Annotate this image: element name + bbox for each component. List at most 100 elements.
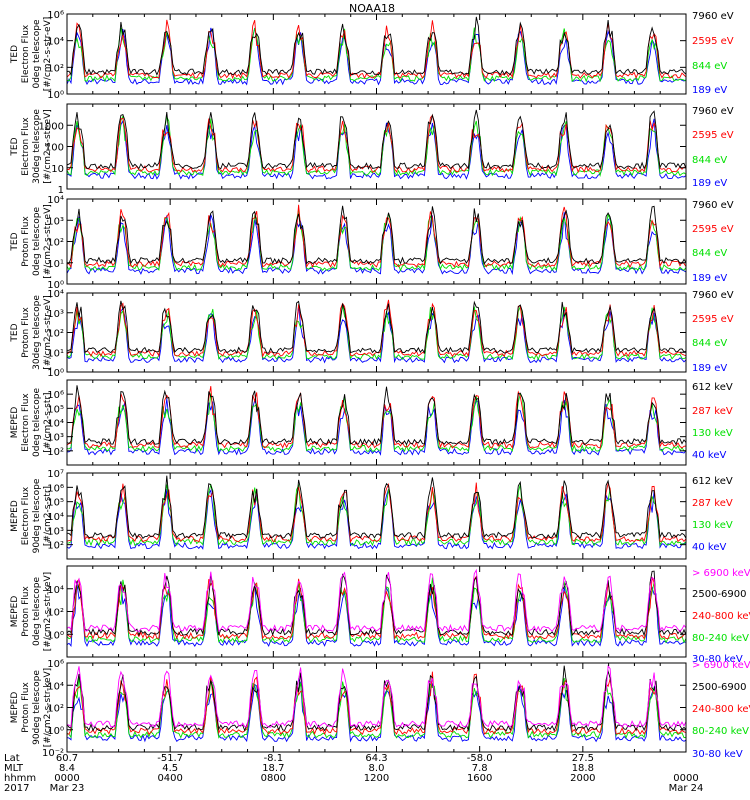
y-axis-label-line: 90deg telescope	[32, 478, 42, 553]
panel-8: MEPED Proton Flux 90deg telescope [#/cm2-s-…	[10, 659, 750, 760]
series-trace-0	[67, 109, 686, 170]
series-trace-2	[67, 305, 686, 361]
y-tick-label: 10⁰	[47, 630, 64, 641]
series-trace-3	[67, 488, 686, 550]
x-tick-hhmm: 0400	[157, 773, 182, 784]
series-trace-1	[67, 19, 686, 80]
series-trace-2	[67, 483, 686, 547]
y-tick-label: 1000	[39, 121, 64, 132]
x-tick-lat: -51.7	[157, 753, 183, 764]
y-tick-label: 10⁻²	[42, 748, 64, 759]
y-tick-label: 100	[45, 143, 64, 154]
x-row-label: hhmm	[4, 773, 36, 784]
x-tick-hhmm: 2000	[570, 773, 595, 784]
legend-entry: 189 eV	[692, 273, 727, 284]
y-tick-label: 10³	[47, 526, 64, 537]
legend-entry: 130 keV	[692, 520, 733, 531]
legend-entry: 189 eV	[692, 363, 727, 374]
y-axis-label-line: 0deg telescope	[32, 388, 42, 458]
y-tick-label: 10¹	[47, 259, 64, 270]
y-axis-label-line: 0deg telescope	[32, 577, 42, 647]
x-tick-lat: -8.1	[264, 753, 284, 764]
series-trace-3	[67, 118, 686, 180]
legend-entry: 287 keV	[692, 406, 733, 417]
series-trace-2	[67, 27, 686, 83]
panel-3: TED Proton Flux 0deg telescope [#/cm2-s-str…	[10, 195, 734, 291]
legend-entry: 240-800 keV	[692, 704, 750, 715]
legend-entry: 30-80 keV	[692, 654, 743, 665]
legend-entry: 2500-6900	[692, 589, 747, 600]
x-tick-lat: 60.7	[56, 753, 78, 764]
y-axis-label-line: MEPED	[10, 692, 20, 724]
legend-entry: 80-240 keV	[692, 633, 749, 644]
x-tick-lat: -58.0	[467, 753, 493, 764]
y-tick-label: 10⁴	[47, 512, 64, 523]
series-trace-2	[67, 114, 686, 177]
x-tick-mlt: 18.8	[572, 763, 594, 774]
y-axis-label-line: Electron Flux	[21, 393, 31, 452]
panel-frame	[66, 565, 687, 658]
legend-entry: 612 keV	[692, 382, 733, 393]
y-tick-label: 10¹	[47, 348, 64, 359]
y-tick-label: 10⁴	[47, 419, 64, 430]
series-trace-0	[67, 664, 686, 728]
legend-entry: 2595 eV	[692, 224, 734, 235]
y-tick-label: 10⁰	[47, 90, 64, 101]
x-row-label: MLT	[4, 763, 24, 774]
legend-entry: 2595 eV	[692, 36, 734, 47]
legend-entry: 844 eV	[692, 155, 727, 166]
x-tick-mlt: 4.5	[162, 763, 178, 774]
panels-group: TED Electron Flux 0deg telescope [#/cm2-s-s…	[10, 10, 750, 760]
y-axis-label-line: Proton Flux	[21, 586, 31, 637]
y-tick-label: 10⁶	[47, 390, 64, 401]
series-traces	[67, 299, 686, 364]
y-axis-label-line: TED	[10, 232, 20, 251]
legend-entry: 240-800 keV	[692, 611, 750, 622]
y-axis-label-line: [#/cm2-s-str-keV]	[43, 572, 53, 651]
y-axis-label-line: TED	[10, 323, 20, 342]
series-trace-0	[67, 568, 686, 633]
series-trace-0	[67, 16, 686, 77]
x-tick-hhmm: 0000	[673, 773, 698, 784]
y-tick-label: 10²	[47, 238, 64, 249]
series-trace-0	[67, 385, 686, 446]
y-axis-label-line: 90deg telescope	[32, 670, 42, 745]
legend-entry: 7960 eV	[692, 290, 734, 301]
panel-1: TED Electron Flux 0deg telescope [#/cm2-s-s…	[10, 10, 734, 101]
panel-2: TED Electron Flux 30deg telescope [#/cm2-s-…	[10, 103, 734, 196]
series-trace-0	[67, 300, 686, 355]
series-trace-1	[67, 204, 686, 269]
y-tick-label: 10²	[47, 541, 64, 552]
y-axis-label-line: 0deg telescope	[32, 207, 42, 277]
y-tick-label: 10³	[47, 216, 64, 227]
series-trace-1	[67, 114, 686, 174]
legend-entry: 7960 eV	[692, 200, 734, 211]
y-axis-label-line: Electron Flux	[21, 24, 31, 83]
series-traces	[67, 204, 686, 276]
legend-entry: 7960 eV	[692, 11, 734, 22]
series-trace-3	[67, 398, 686, 456]
y-tick-label: 10²	[47, 608, 64, 619]
y-tick-label: 10⁶	[47, 483, 64, 494]
y-tick-label: 10⁰	[47, 368, 64, 379]
series-traces	[67, 109, 686, 180]
y-tick-label: 10²	[47, 329, 64, 340]
series-trace-1	[67, 665, 686, 732]
legend-entry: 130 keV	[692, 428, 733, 439]
series-traces	[67, 664, 686, 743]
legend-entry: 612 keV	[692, 476, 733, 487]
x-tick-hhmm: 1600	[467, 773, 492, 784]
y-tick-label: 10⁴	[47, 195, 64, 206]
x-tick-hhmm: 0800	[261, 773, 286, 784]
y-tick-label: 10⁴	[47, 585, 64, 596]
y-axis-label-line: [#/cm2-s-str-eV]	[43, 109, 53, 184]
y-tick-label: 10²	[47, 63, 64, 74]
series-traces	[67, 568, 686, 648]
y-axis-label-line: [#/cm2-s-str-eV]	[43, 17, 53, 92]
panel-5: MEPED Electron Flux 0deg telescope [#/cm2-s…	[10, 379, 733, 466]
y-axis-label-line: [#/cm2-s-str]	[43, 392, 53, 452]
series-trace-2	[67, 575, 686, 640]
y-axis-label-line: Proton Flux	[21, 216, 31, 267]
y-tick-label: 10⁶	[47, 10, 64, 21]
